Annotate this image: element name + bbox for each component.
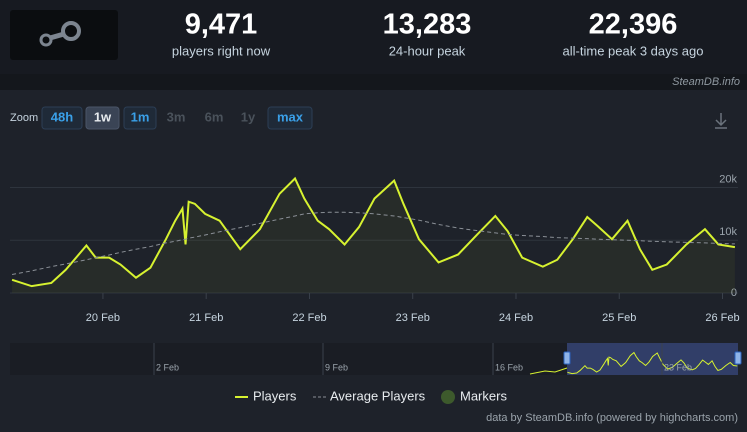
zoom-option[interactable]: 1m xyxy=(131,109,150,124)
x-tick-label: 26 Feb xyxy=(705,312,739,324)
y-tick-label: 10k xyxy=(719,226,737,238)
zoom-button[interactable] xyxy=(267,106,313,130)
zoom-option[interactable]: 6m xyxy=(205,109,224,124)
navigator-label: 2 Feb xyxy=(156,362,179,372)
source-band xyxy=(0,74,747,90)
stat-value: 22,396 xyxy=(589,9,678,41)
zoom-option[interactable]: max xyxy=(277,109,304,124)
x-tick-label: 20 Feb xyxy=(86,312,120,324)
zoom-button[interactable] xyxy=(41,106,83,130)
navigator-lead xyxy=(529,367,568,375)
navigator-label: 23 Feb xyxy=(664,362,692,372)
credit: data by SteamDB.info (powered by highcha… xyxy=(486,412,738,424)
x-tick-label: 25 Feb xyxy=(602,312,636,324)
header-band xyxy=(0,0,747,74)
legend-label[interactable]: Players xyxy=(253,388,297,403)
zoom-button[interactable] xyxy=(123,106,157,130)
x-tick-label: 22 Feb xyxy=(292,312,326,324)
x-tick-label: 24 Feb xyxy=(499,312,533,324)
stat-value: 9,471 xyxy=(185,9,258,41)
zoom-option[interactable]: 1w xyxy=(94,109,112,124)
legend-label[interactable]: Average Players xyxy=(330,388,426,403)
navigator-handle[interactable] xyxy=(563,351,571,365)
x-tick-label: 23 Feb xyxy=(396,312,430,324)
stat-value: 13,283 xyxy=(383,9,472,41)
steam-logo xyxy=(39,21,81,47)
navigator-selection[interactable] xyxy=(567,343,738,375)
legend-swatch xyxy=(441,390,455,404)
zoom-option[interactable]: 3m xyxy=(167,109,186,124)
y-tick-label: 0 xyxy=(731,287,737,299)
navigator-label: 9 Feb xyxy=(325,362,348,372)
source: SteamDB.info xyxy=(672,76,740,88)
navigator-handle[interactable] xyxy=(734,351,742,365)
navigator-line xyxy=(567,351,738,375)
zoom-option[interactable]: 48h xyxy=(51,109,73,124)
x-tick-label: 21 Feb xyxy=(189,312,223,324)
download-icon[interactable] xyxy=(715,113,727,129)
zoom-button[interactable] xyxy=(85,106,120,130)
navigator-label: 16 Feb xyxy=(495,362,523,372)
legend-label[interactable]: Markers xyxy=(460,388,507,403)
zoom-label: Zoom xyxy=(10,112,38,124)
zoom-option[interactable]: 1y xyxy=(241,109,256,124)
stat-label: players right now xyxy=(172,43,271,58)
stat-label: 24-hour peak xyxy=(389,43,466,58)
average-line xyxy=(11,211,735,276)
y-tick-label: 20k xyxy=(719,173,737,185)
players-area xyxy=(12,178,735,293)
players-line xyxy=(11,176,736,288)
stat-label: all-time peak 3 days ago xyxy=(563,43,704,58)
